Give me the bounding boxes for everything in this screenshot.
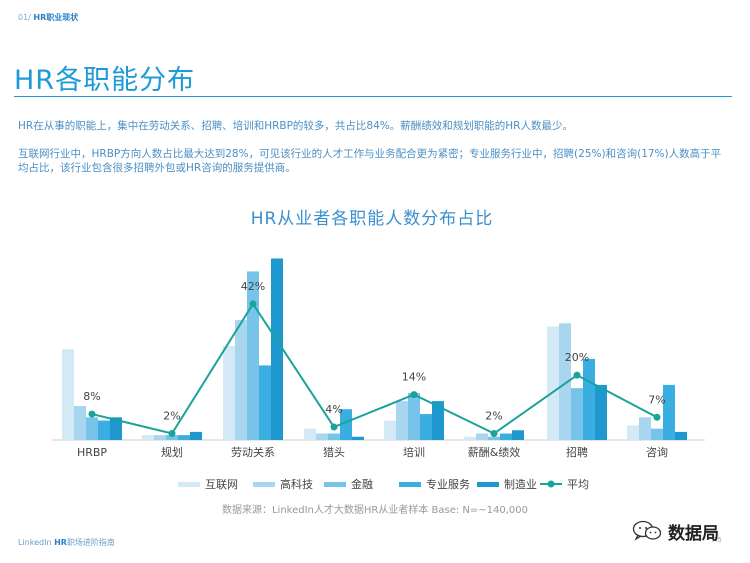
bar-4-8 [663, 384, 675, 440]
source-note: 数据来源：LinkedIn人才大数据HR从业者样本 Base: N=~140,0… [221, 505, 529, 516]
average-data-label-2: 2% [163, 410, 180, 423]
legend-swatch-5 [477, 482, 499, 487]
section-number: 01/ [18, 13, 31, 22]
x-tick-label-8: 咨询 [646, 445, 668, 459]
bar-4-6 [500, 433, 512, 440]
bar-2-1 [74, 405, 86, 440]
average-point-1 [88, 410, 96, 418]
x-tick-label-7: 招聘 [566, 445, 588, 459]
legend-label-6: 平均 [567, 478, 589, 491]
footer-brand-prefix: LinkedIn [18, 538, 52, 547]
bar-2-4 [316, 433, 328, 440]
bar-1-7 [547, 326, 559, 440]
section-name: HR职业现状 [33, 13, 79, 22]
average-point-7 [573, 371, 581, 379]
average-data-label-8: 7% [648, 393, 665, 406]
bar-4-2 [178, 435, 190, 440]
x-tick-label-3: 劳动关系 [231, 445, 275, 459]
bar-5-7 [595, 384, 607, 440]
legend-swatch-1 [178, 482, 200, 487]
average-line-layer: 8% 2% 42% 4% 14% 2% 20% 7% [83, 280, 666, 438]
legend-label-4: 专业服务 [426, 477, 470, 491]
bars-layer [62, 258, 687, 440]
average-data-label-1: 8% [83, 390, 100, 403]
bar-2-5 [396, 401, 408, 440]
average-point-4 [330, 423, 338, 431]
bar-2-7 [559, 323, 571, 440]
legend-label-2: 高科技 [280, 477, 313, 491]
bar-5-5 [432, 401, 444, 440]
bar-3-2 [166, 435, 178, 440]
bar-4-4 [340, 409, 352, 440]
legend-swatch-3 [324, 482, 346, 487]
watermark: 数据局 [632, 516, 719, 546]
wechat-icon [632, 520, 662, 541]
x-tick-label-6: 薪酬&绩效 [468, 445, 521, 459]
x-tick-label-5: 培训 [403, 445, 425, 459]
footer-brand-bold: HR [54, 538, 67, 547]
legend-label-1: 互联网 [205, 478, 238, 491]
detail-paragraph: 互联网行业中，HRBP方向人数占比最大达到28%，可见该行业的人才工作与业务配合… [18, 148, 722, 174]
bar-2-2 [154, 435, 166, 440]
average-data-label-5: 14% [402, 371, 426, 384]
footer-brand: LinkedIn HR职场进阶指南 [18, 537, 115, 548]
title-divider [14, 96, 732, 97]
summary-paragraph: HR在从事的职能上，集中在劳动关系、招聘、培训和HRBP的较多，共占比84%。薪… [18, 120, 573, 132]
chart-title: HR从业者各职能人数分布占比 [251, 209, 494, 229]
average-line [91, 302, 658, 435]
page-title: HR各职能分布 [14, 65, 196, 96]
bar-4-1 [98, 420, 110, 440]
average-point-6 [490, 430, 498, 438]
bar-3-8 [651, 428, 663, 440]
x-tick-labels: HRBP 规划 劳动关系 猎头 培训 薪酬&绩效 招聘 咨询 [77, 445, 668, 459]
bar-5-2 [190, 431, 202, 440]
section-label: 01/ HR职业现状 [18, 12, 78, 23]
average-point-5 [410, 391, 418, 399]
bar-3-1 [86, 417, 98, 440]
average-data-label-6: 2% [485, 410, 502, 423]
x-tick-label-4: 猎头 [323, 445, 345, 459]
bar-1-3 [223, 346, 235, 440]
bar-2-3 [235, 320, 247, 440]
bar-5-3 [271, 258, 283, 440]
average-point-2 [168, 430, 176, 438]
average-data-label-4: 4% [325, 403, 342, 416]
watermark-text: 数据局 [668, 523, 719, 544]
legend-label-3: 金融 [351, 477, 373, 491]
bar-3-5 [408, 393, 420, 440]
average-data-label-7: 20% [565, 351, 589, 364]
bar-1-6 [464, 436, 476, 440]
x-tick-label-2: 规划 [161, 445, 183, 459]
bar-4-7 [583, 358, 595, 440]
legend-swatch-2 [253, 482, 275, 487]
bar-2-6 [476, 433, 488, 440]
bar-1-5 [384, 420, 396, 440]
average-point-3 [249, 300, 257, 308]
bar-5-8 [675, 431, 687, 440]
x-tick-label-1: HRBP [77, 446, 107, 459]
legend-swatch-4 [399, 482, 421, 487]
bar-2-8 [639, 417, 651, 440]
footer-brand-rest: 职场进阶指南 [66, 538, 115, 547]
legend-label-5: 制造业 [504, 477, 537, 491]
bar-3-3 [247, 271, 259, 440]
page-number: P.5 [712, 536, 722, 544]
bar-1-8 [627, 425, 639, 440]
bar-3-7 [571, 388, 583, 440]
bar-4-3 [259, 365, 271, 440]
bar-5-1 [110, 417, 122, 440]
bar-3-6 [488, 436, 500, 440]
average-point-8 [653, 413, 661, 421]
bar-5-4 [352, 436, 364, 440]
bar-1-2 [142, 435, 154, 440]
bar-3-4 [328, 433, 340, 440]
bar-5-6 [512, 430, 524, 440]
legend-swatch-marker [547, 480, 555, 488]
bar-1-4 [304, 428, 316, 440]
bar-1-1 [62, 349, 74, 440]
average-data-label-3: 42% [241, 280, 265, 293]
legend: 互联网 高科技 金融 专业服务 制造业 平均 [178, 477, 589, 491]
bar-4-5 [420, 414, 432, 440]
